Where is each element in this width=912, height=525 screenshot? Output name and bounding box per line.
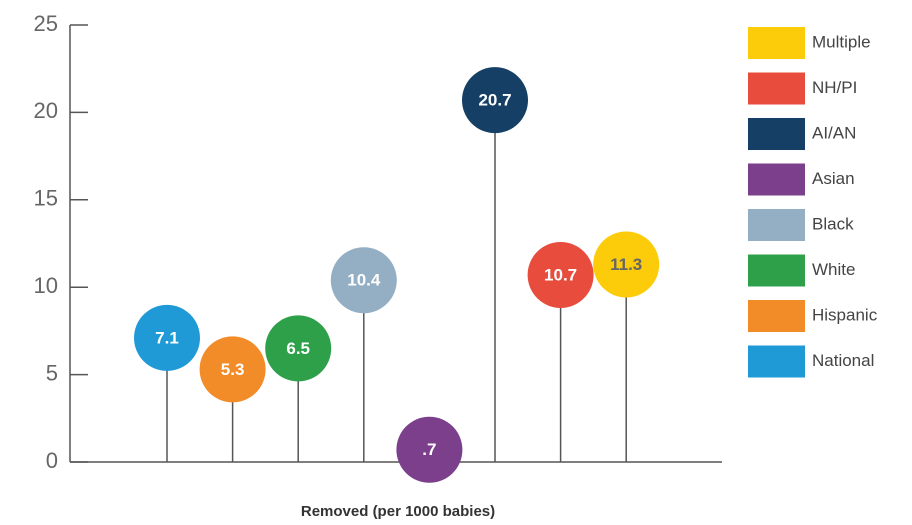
y-tick-label: 5 xyxy=(46,360,58,385)
legend-swatch xyxy=(748,72,805,105)
value-label: 5.3 xyxy=(221,360,245,379)
legend-label: Asian xyxy=(812,169,855,188)
dot xyxy=(199,336,266,403)
legend-swatch xyxy=(748,209,805,241)
x-axis-label: Removed (per 1000 babies) xyxy=(301,503,495,520)
legend-label: Hispanic xyxy=(812,305,878,324)
dot xyxy=(330,247,397,314)
value-label: 20.7 xyxy=(478,91,511,110)
value-label: 10.4 xyxy=(347,271,381,290)
dot xyxy=(593,231,660,298)
value-label: 10.7 xyxy=(544,265,577,284)
dot xyxy=(462,67,528,134)
value-label: .7 xyxy=(422,440,436,459)
dot xyxy=(134,304,200,371)
legend-swatch xyxy=(748,254,805,287)
legend-label: Black xyxy=(812,214,854,233)
legend-swatch xyxy=(748,118,805,150)
y-tick-label: 0 xyxy=(46,448,58,473)
y-tick-label: 25 xyxy=(34,11,58,36)
dot xyxy=(396,416,463,483)
legend-label: AI/AN xyxy=(812,123,856,142)
value-label: 6.5 xyxy=(286,339,310,358)
legend-swatch xyxy=(748,345,805,378)
legend-swatch xyxy=(748,27,805,59)
value-label: 11.3 xyxy=(610,255,642,274)
legend-label: NH/PI xyxy=(812,78,857,97)
legend-swatch xyxy=(748,163,805,196)
dot xyxy=(527,241,594,308)
y-tick-label: 15 xyxy=(34,186,58,211)
y-tick-label: 10 xyxy=(34,273,58,298)
dot xyxy=(265,315,332,382)
legend-label: Multiple xyxy=(812,32,871,51)
value-label: 7.1 xyxy=(155,328,179,347)
legend-label: National xyxy=(812,351,874,370)
legend-label: White xyxy=(812,260,855,279)
y-tick-label: 20 xyxy=(34,98,58,123)
legend-swatch xyxy=(748,300,805,332)
